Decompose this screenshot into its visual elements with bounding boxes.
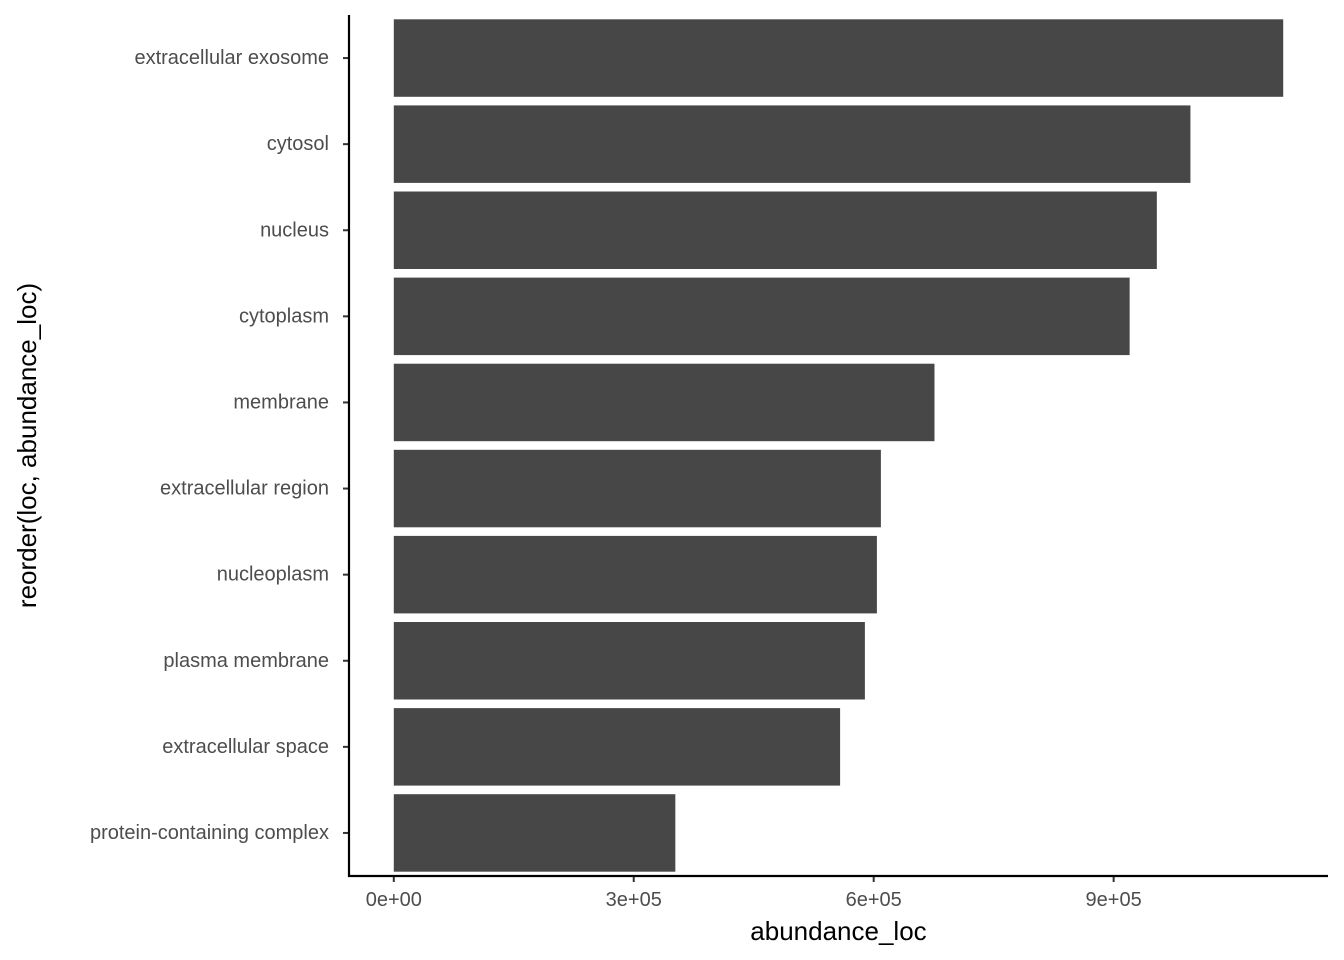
bar-nucleoplasm <box>393 535 877 614</box>
y-tick-label: nucleoplasm <box>217 564 329 586</box>
y-axis-title: reorder(loc, abundance_loc) <box>12 283 42 608</box>
bars-group <box>393 19 1284 872</box>
y-tick-label: extracellular region <box>160 478 329 500</box>
x-tick-label: 3e+05 <box>606 889 662 911</box>
x-tick-label: 6e+05 <box>846 889 902 911</box>
bar-extracellular-space <box>393 708 841 786</box>
bar-extracellular-region <box>393 449 881 528</box>
x-axis-ticks: 0e+00 3e+05 6e+05 9e+05 <box>366 876 1142 911</box>
bar-cytosol <box>393 105 1191 183</box>
bar-membrane <box>393 363 935 442</box>
x-axis-title: abundance_loc <box>750 916 926 946</box>
y-tick-label: cytoplasm <box>239 305 329 327</box>
bar-protein-containing-complex <box>393 794 676 872</box>
y-tick-label: extracellular space <box>162 736 329 758</box>
bar-plasma-membrane <box>393 622 865 700</box>
y-tick-label: extracellular exosome <box>134 47 329 69</box>
y-tick-label: nucleus <box>260 219 329 241</box>
y-axis-ticks: extracellular exosome cytosol nucleus cytop… <box>90 47 349 844</box>
x-tick-label: 0e+00 <box>366 889 422 911</box>
y-tick-label: protein-containing complex <box>90 822 329 844</box>
bar-extracellular-exosome <box>393 19 1284 97</box>
bar-cytoplasm <box>393 277 1130 356</box>
bar-nucleus <box>393 191 1157 269</box>
y-tick-label: cytosol <box>267 133 329 155</box>
y-tick-label: membrane <box>233 391 329 413</box>
y-tick-label: plasma membrane <box>163 650 329 672</box>
x-tick-label: 9e+05 <box>1086 889 1142 911</box>
